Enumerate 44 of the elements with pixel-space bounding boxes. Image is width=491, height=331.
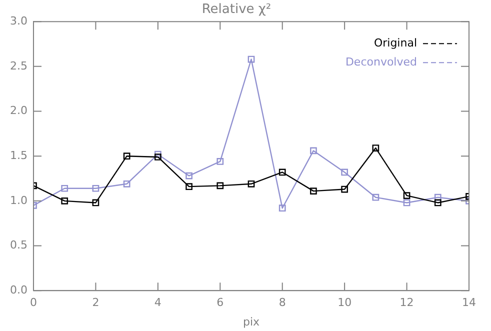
y-tick-label: 2.5 <box>10 59 28 72</box>
point <box>92 184 100 192</box>
point <box>341 168 348 176</box>
point <box>216 158 224 165</box>
point <box>61 198 68 204</box>
point <box>372 194 380 201</box>
point <box>278 204 286 212</box>
point <box>154 154 162 160</box>
x-tick-label: 2 <box>92 296 100 310</box>
point <box>248 180 255 188</box>
x-tick-label: 6 <box>216 296 224 310</box>
x-tick-label: 14 <box>462 296 476 310</box>
y-tick-label: 0.0 <box>10 283 28 296</box>
point <box>341 186 348 193</box>
y-tick-label: 2.0 <box>10 104 28 118</box>
point <box>186 172 192 180</box>
legend-label: Original <box>374 36 417 50</box>
point <box>123 180 130 188</box>
x-tick-label: 10 <box>338 296 352 310</box>
y-tick-label: 1.0 <box>10 194 28 207</box>
point <box>61 184 68 192</box>
x-tick-label: 0 <box>30 296 37 310</box>
point <box>248 56 255 63</box>
x-tick-label: 8 <box>278 296 286 310</box>
x-tick-label: 12 <box>400 296 414 310</box>
point <box>403 192 410 199</box>
point <box>92 199 100 206</box>
point <box>434 199 442 206</box>
chart-title: Relative χ² <box>202 2 272 18</box>
point <box>434 194 442 201</box>
point <box>216 182 224 190</box>
point <box>310 147 317 154</box>
point <box>403 199 410 206</box>
point <box>186 183 192 190</box>
point <box>278 168 286 176</box>
x-axis-title: pix <box>242 315 260 328</box>
x-tick-label: 4 <box>154 296 162 310</box>
y-tick-label: 3.0 <box>10 14 28 28</box>
point <box>372 144 380 152</box>
point <box>310 188 317 194</box>
y-tick-label: 0.5 <box>10 238 28 252</box>
legend-label: Deconvolved <box>345 55 417 68</box>
point <box>123 152 130 160</box>
y-tick-label: 1.5 <box>10 148 28 162</box>
